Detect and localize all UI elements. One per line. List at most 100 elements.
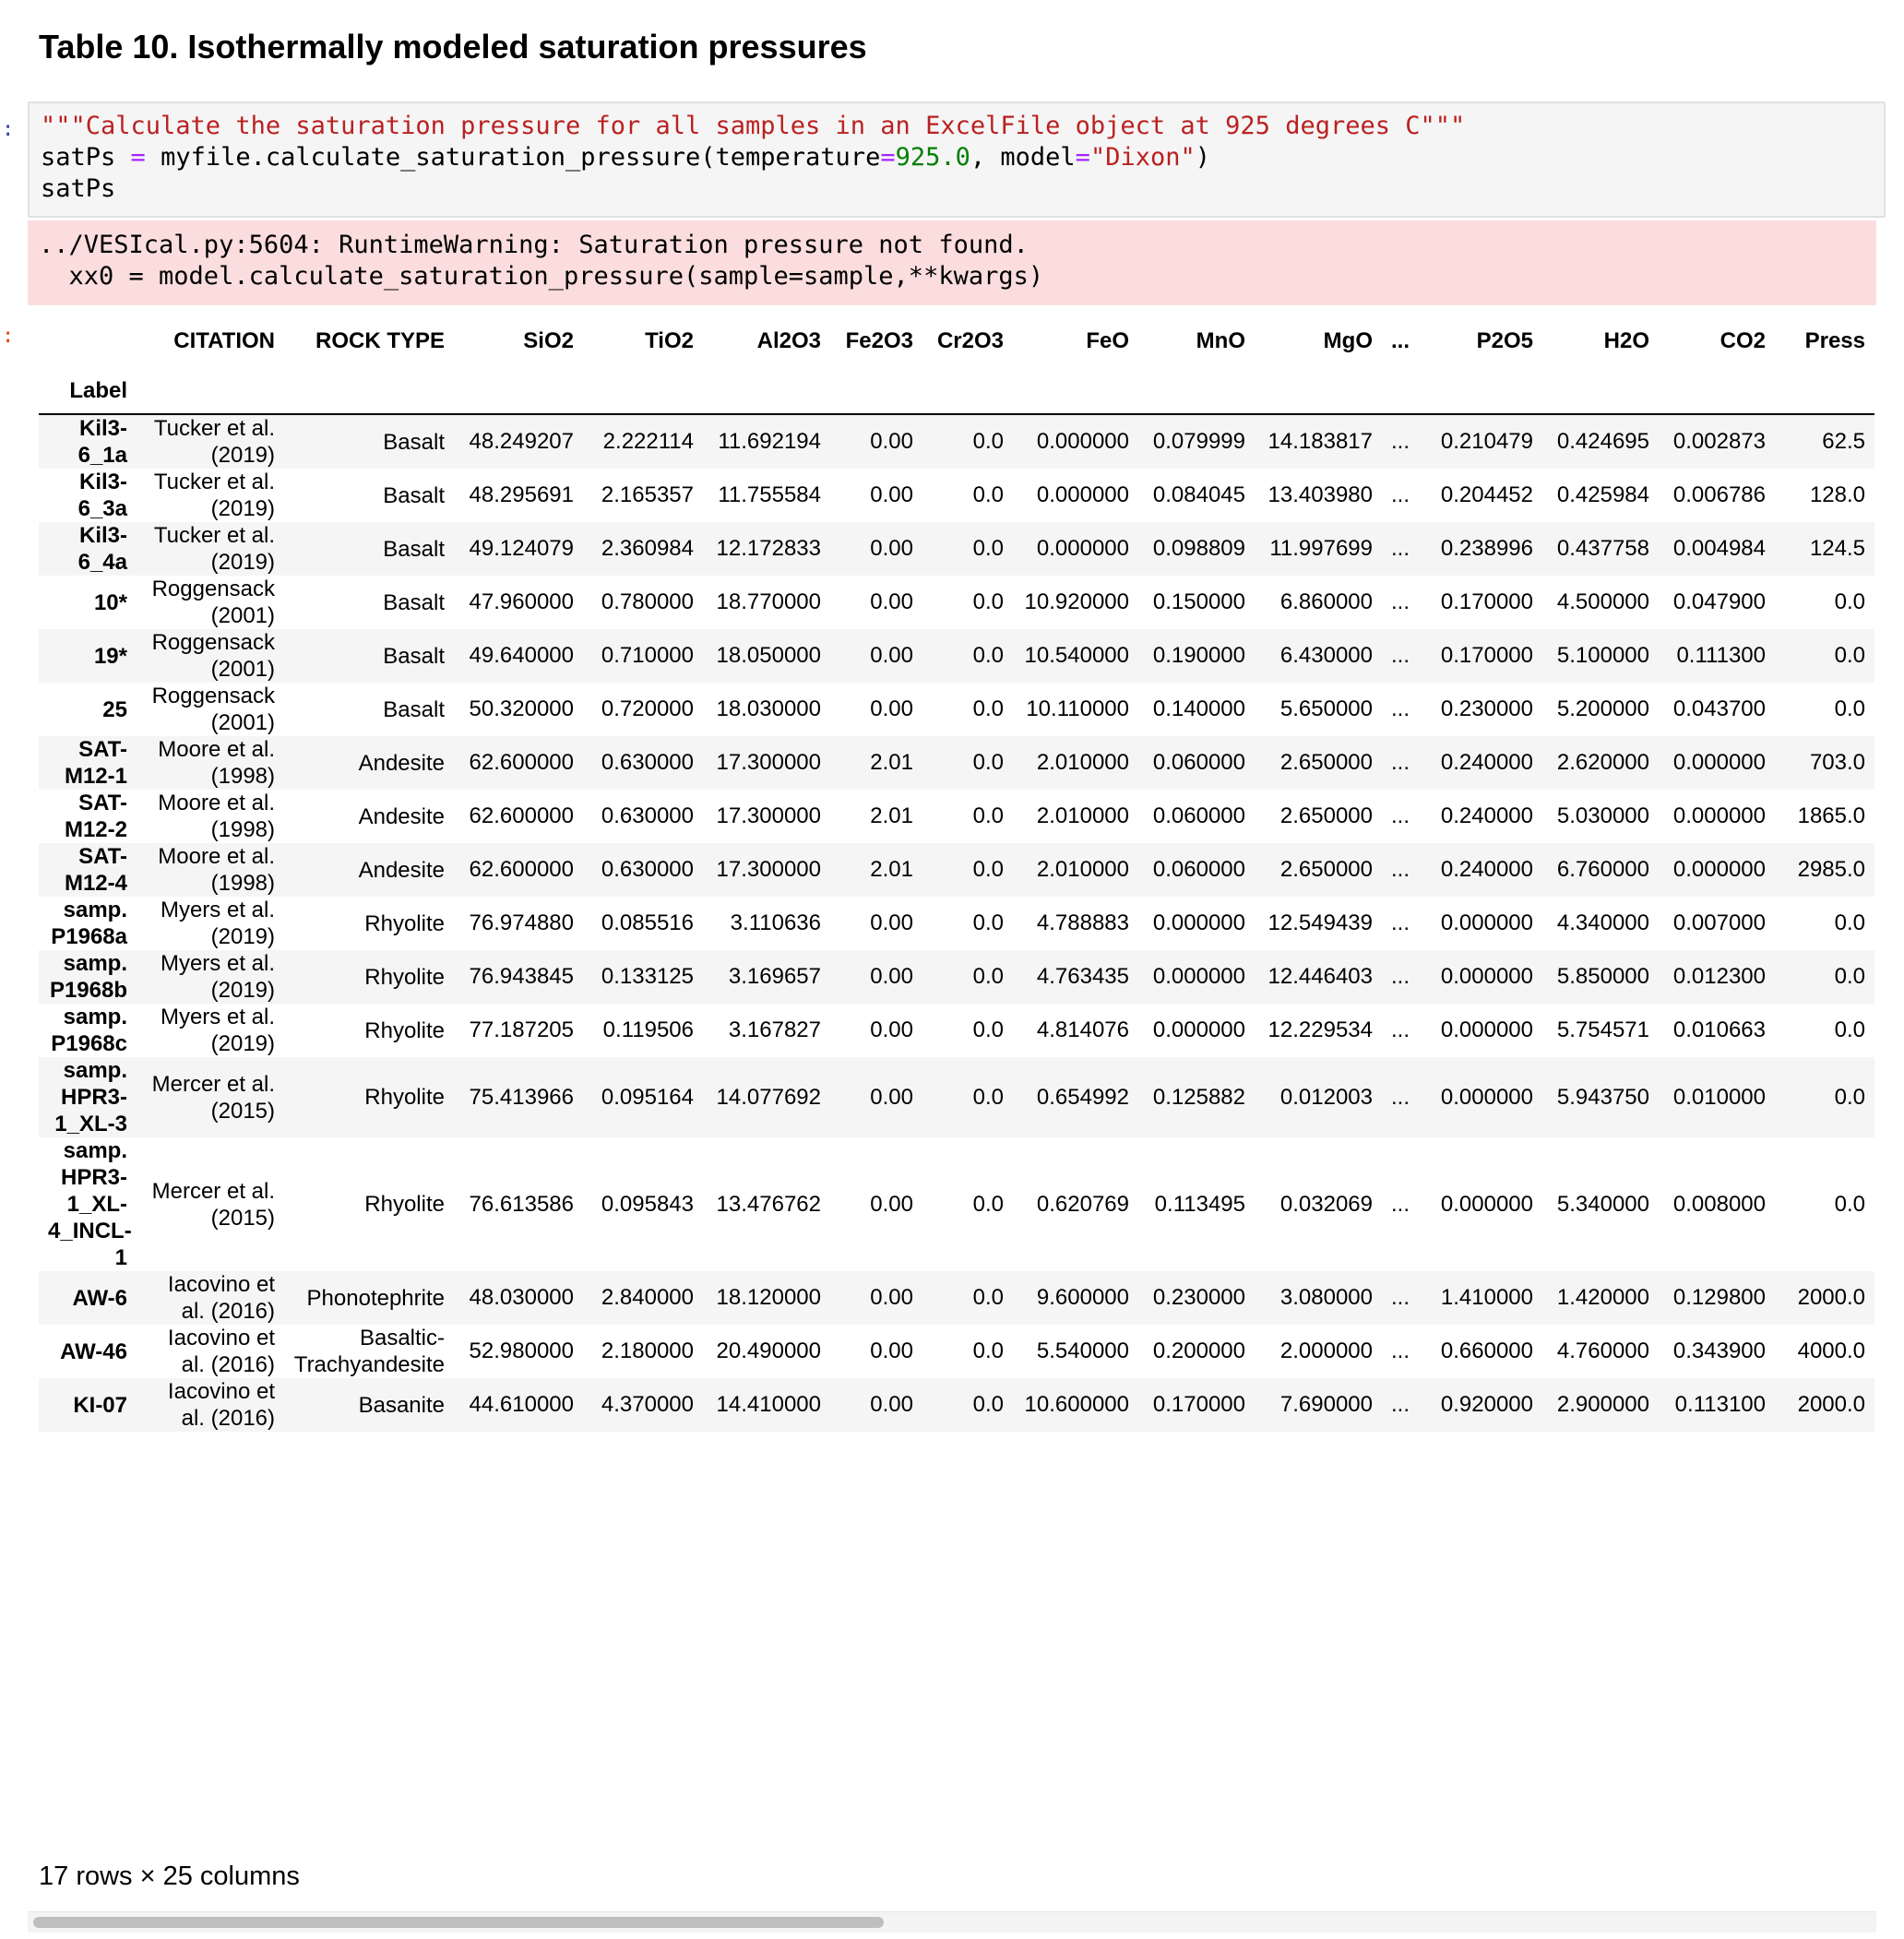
table-cell: 0.000000 — [1036, 429, 1129, 454]
table-cell: 12.549439 — [1267, 910, 1373, 935]
output-prompt: : — [2, 325, 15, 348]
column-header-spacer — [583, 369, 703, 414]
stderr-output: ../VESIcal.py:5604: RuntimeWarning: Satu… — [28, 220, 1876, 305]
row-label: samp. HPR3-1_XL-4_INCL-1 — [48, 1138, 132, 1270]
table-cell: 2.01 — [870, 857, 913, 882]
table-cell: ... — [1391, 696, 1410, 721]
column-header-spacer — [703, 369, 830, 414]
table-cell: 5.100000 — [1556, 643, 1649, 668]
table-row: 25 Roggensack (2001) Basalt 50.320000 0.7200… — [39, 683, 1874, 736]
table-cell: 0.00 — [870, 1017, 913, 1042]
table-cell: 14.183817 — [1267, 429, 1373, 454]
table-cell: 0.0 — [972, 589, 1004, 614]
table-cell: 0.0 — [972, 1392, 1004, 1417]
table-row: Kil3-6_3a Tucker et al. (2019) Basalt 48.29… — [39, 469, 1874, 522]
table-cell: 0.000000 — [1672, 750, 1766, 775]
table-cell: 0.0 — [972, 910, 1004, 935]
dataframe-output: CITATION ROCK TYPE SiO2 TiO2 Al2O3 Fe2O3 Cr2O3… — [39, 314, 1876, 1432]
table-row: 19* Roggensack (2001) Basalt 49.640000 0.710… — [39, 629, 1874, 683]
table-cell: 0.113100 — [1674, 1392, 1766, 1417]
table-cell: 1.410000 — [1440, 1285, 1533, 1310]
table-cell: 0.000000 — [1672, 857, 1766, 882]
code-cell[interactable]: """Calculate the saturation pressure for… — [28, 101, 1886, 218]
table-row: samp. HPR3-1_XL-3 Mercer et al. (2015) Rhy… — [39, 1057, 1874, 1137]
table-cell: 0.00 — [870, 589, 913, 614]
table-cell: Basaltic-Trachyandesite — [293, 1326, 445, 1377]
table-cell: Tucker et al. (2019) — [153, 416, 275, 468]
table-cell: ... — [1391, 1017, 1410, 1042]
table-cell: 48.295691 — [469, 482, 574, 507]
input-prompt: : — [2, 118, 15, 141]
column-header-spacer — [1382, 369, 1419, 414]
code-editor[interactable]: """Calculate the saturation pressure for… — [30, 103, 1884, 205]
table-cell: 17.300000 — [716, 803, 821, 828]
table-cell: 44.610000 — [469, 1392, 574, 1417]
table-cell: 4.370000 — [601, 1392, 694, 1417]
table-cell: 11.997699 — [1269, 536, 1373, 561]
row-label: AW-6 — [72, 1285, 127, 1311]
row-label: samp. P1968b — [49, 951, 127, 1003]
table-cell: ... — [1391, 750, 1410, 775]
column-header: FeO — [1086, 328, 1129, 353]
dataframe-table: CITATION ROCK TYPE SiO2 TiO2 Al2O3 Fe2O3 Cr2O3… — [39, 314, 1874, 1432]
table-cell: 4.760000 — [1556, 1338, 1649, 1363]
table-cell: 10.110000 — [1026, 696, 1129, 721]
table-cell: 2985.0 — [1797, 857, 1865, 882]
table-cell: 0.204452 — [1440, 482, 1533, 507]
table-cell: 0.007000 — [1672, 910, 1766, 935]
row-label: SAT-M12-1 — [64, 737, 127, 789]
table-cell: 0.113495 — [1154, 1191, 1245, 1217]
table-cell: 2.165357 — [601, 482, 694, 507]
table-cell: 14.410000 — [716, 1392, 821, 1417]
table-cell: 48.030000 — [469, 1285, 574, 1310]
table-cell: ... — [1391, 910, 1410, 935]
table-cell: Moore et al. (1998) — [158, 791, 275, 842]
table-cell: 2.000000 — [1279, 1338, 1373, 1363]
table-cell: 4.814076 — [1036, 1017, 1129, 1042]
table-cell: ... — [1391, 482, 1410, 507]
code-string: "Dixon" — [1089, 143, 1196, 172]
table-cell: Basalt — [383, 482, 445, 508]
table-row: SAT-M12-2 Moore et al. (1998) Andesite 62.6… — [39, 790, 1874, 843]
table-cell: 0.0 — [972, 1084, 1004, 1110]
table-row: samp. P1968b Myers et al. (2019) Rhyolite 7… — [39, 950, 1874, 1004]
table-cell: 2.010000 — [1036, 750, 1129, 775]
table-cell: 0.133125 — [601, 964, 694, 989]
table-cell: 0.425984 — [1556, 482, 1649, 507]
table-cell: 0.0 — [972, 1338, 1004, 1363]
table-cell: 13.476762 — [716, 1191, 821, 1217]
scrollbar-thumb[interactable] — [33, 1917, 884, 1928]
table-row: samp. P1968c Myers et al. (2019) Rhyolite 7… — [39, 1004, 1874, 1057]
column-header-spacer — [1138, 369, 1255, 414]
table-row: AW-46 Iacovino et al. (2016) Basaltic-Trac… — [39, 1325, 1874, 1378]
column-header-spacer — [830, 369, 922, 414]
table-row: Kil3-6_1a Tucker et al. (2019) Basalt 48.24… — [39, 414, 1874, 469]
code-text: ) — [1195, 143, 1210, 172]
table-cell: 2.180000 — [601, 1338, 694, 1363]
table-cell: 0.0 — [972, 1191, 1004, 1217]
dataframe-summary: 17 rows × 25 columns — [39, 1862, 300, 1891]
table-cell: ... — [1391, 1084, 1410, 1110]
table-cell: ... — [1391, 803, 1410, 828]
horizontal-scrollbar[interactable] — [28, 1911, 1876, 1933]
column-header-spacer — [1013, 369, 1138, 414]
warning-line: ../VESIcal.py:5604: RuntimeWarning: Satu… — [39, 231, 1029, 259]
table-cell: 0.170000 — [1440, 643, 1533, 668]
column-header: Cr2O3 — [936, 328, 1004, 353]
table-cell: 0.0 — [972, 429, 1004, 454]
table-cell: 0.190000 — [1152, 643, 1245, 668]
table-cell: 0.000000 — [1036, 482, 1129, 507]
table-cell: 6.430000 — [1279, 643, 1373, 668]
table-cell: 2.01 — [870, 750, 913, 775]
row-label: Kil3-6_4a — [77, 523, 127, 575]
row-label: 19* — [93, 643, 127, 669]
column-header-spacer — [1419, 369, 1542, 414]
table-cell: 3.110636 — [730, 910, 821, 935]
table-cell: Rhyolite — [364, 964, 445, 990]
table-cell: 0.000000 — [1036, 536, 1129, 561]
table-cell: 0.170000 — [1152, 1392, 1245, 1417]
table-cell: 3.169657 — [728, 964, 821, 989]
table-cell: 11.692194 — [718, 429, 821, 454]
table-cell: 0.129800 — [1672, 1285, 1766, 1310]
row-label: samp. P1968a — [51, 898, 127, 949]
